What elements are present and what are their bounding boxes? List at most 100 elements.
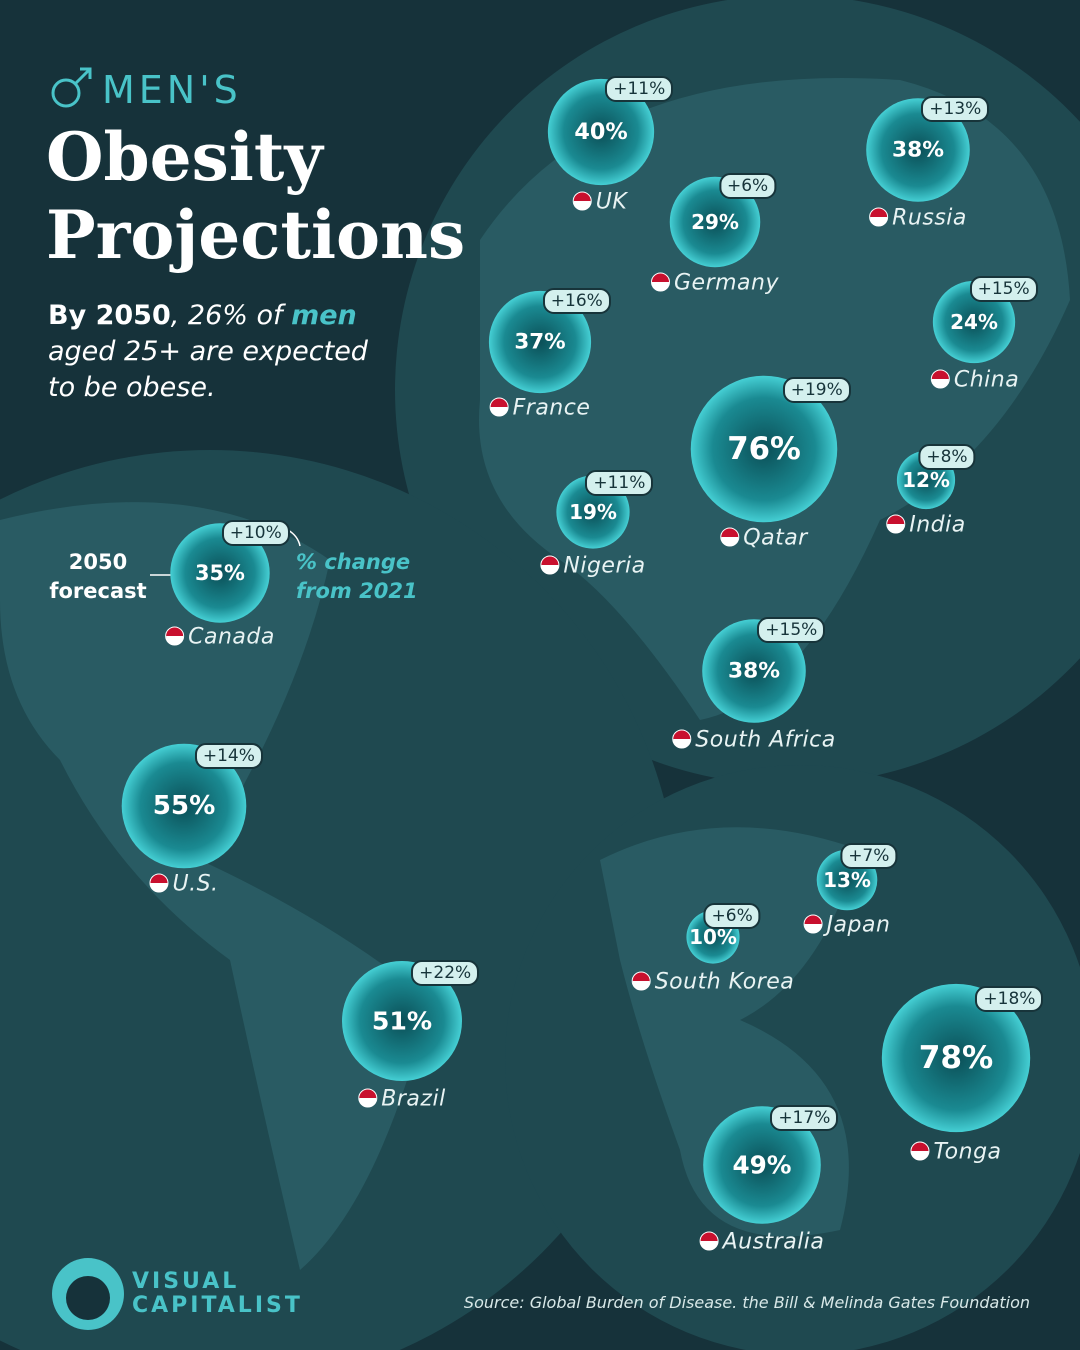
flag — [165, 626, 185, 646]
brand-line: CAPITALIST — [132, 1293, 303, 1318]
country-label: South Africa — [672, 728, 835, 753]
country-name: Tonga — [933, 1139, 1002, 1165]
flag — [672, 729, 692, 749]
change-pill: +13% — [921, 95, 990, 122]
bubble-value: 12% — [902, 468, 950, 492]
country-label: Japan — [803, 912, 891, 938]
bubble — [881, 983, 1031, 1133]
change-pill: +8% — [918, 443, 976, 470]
flag — [869, 207, 889, 227]
brand-line: VISUAL — [132, 1269, 240, 1294]
bubble-value: 51% — [371, 1006, 433, 1036]
subtitle-part: men — [291, 300, 357, 331]
bubble-value: 35% — [195, 561, 245, 585]
subtitle-part: , 26% of — [170, 300, 292, 331]
country-label: UK — [572, 189, 628, 215]
country-name: France — [512, 395, 591, 421]
legend-change: % change from 2021 — [296, 550, 418, 603]
change-pill: +22% — [411, 960, 480, 986]
country-label: Qatar — [720, 526, 807, 551]
bubble-value: 37% — [514, 329, 566, 355]
change-pill: +18% — [975, 985, 1044, 1012]
flag — [699, 1231, 719, 1251]
bubble — [342, 961, 462, 1081]
country-name: Nigeria — [563, 553, 646, 579]
flag — [650, 272, 670, 292]
bubble — [703, 1106, 821, 1224]
brand: VISUAL CAPITALIST — [132, 1270, 303, 1318]
bubble-value: 40% — [574, 119, 628, 145]
country-name: Russia — [892, 205, 967, 231]
country-label: China — [930, 368, 1019, 393]
bubble-value: 10% — [689, 925, 737, 949]
bubble-value: 38% — [727, 658, 781, 684]
bubble-value: 29% — [691, 210, 739, 234]
country-label: Nigeria — [540, 554, 645, 579]
change-pill: +14% — [194, 743, 263, 770]
change-pill: +7% — [840, 842, 898, 869]
country-name: India — [909, 512, 966, 538]
country-name: UK — [595, 189, 628, 215]
change-pill: +6% — [718, 172, 777, 199]
country-label: Germany — [650, 270, 780, 296]
flag — [803, 914, 823, 934]
subtitle-part: By 2050 — [48, 300, 171, 331]
change-pill: +17% — [770, 1104, 839, 1131]
bubble-value: 24% — [950, 310, 998, 334]
bubble — [547, 78, 655, 186]
bubble-value: 38% — [891, 137, 945, 163]
bubble-value: 78% — [918, 1040, 994, 1076]
country-name: Qatar — [743, 525, 808, 551]
flag — [910, 1141, 930, 1161]
flag — [149, 873, 169, 893]
country-label: U.S. — [149, 872, 218, 897]
male-icon — [51, 67, 92, 108]
country-name: Japan — [826, 912, 891, 938]
flag — [720, 527, 740, 547]
country-label: India — [886, 513, 966, 538]
flag — [886, 514, 906, 534]
bubble — [488, 290, 592, 394]
country-name: South Korea — [654, 969, 795, 995]
country-name: South Africa — [695, 727, 836, 753]
source: Source: Global Burden of Disease. the Bi… — [463, 1293, 1030, 1312]
bubble — [702, 619, 806, 723]
change-pill: +11% — [585, 469, 654, 496]
change-pill: +6% — [703, 902, 761, 929]
bubble — [690, 375, 838, 523]
country-label: South Korea — [631, 969, 795, 995]
country-name: Germany — [673, 270, 780, 296]
change-pill: +15% — [969, 276, 1038, 303]
bubble-value: 55% — [152, 791, 216, 821]
bubble-value: 19% — [569, 500, 617, 524]
bubble — [866, 98, 970, 202]
flag — [572, 191, 592, 211]
change-pill: +16% — [542, 288, 611, 315]
flag — [930, 369, 950, 389]
legend-forecast: 2050 forecast — [49, 550, 147, 603]
subtitle-part: aged 25+ are expected to be obese. — [48, 336, 368, 403]
bubble-value: 49% — [732, 1150, 792, 1180]
flag — [540, 555, 560, 575]
subtitle: By 2050, 26% of men aged 25+ are expecte… — [48, 298, 378, 406]
bubble-value: 76% — [727, 431, 801, 467]
country-label: Tonga — [910, 1140, 1001, 1165]
title: Obesity Projections — [46, 118, 466, 274]
bubble — [121, 743, 247, 869]
bubble — [170, 523, 270, 623]
country-label: Russia — [869, 206, 967, 231]
flag — [489, 397, 509, 417]
country-name: U.S. — [172, 871, 219, 897]
country-name: Australia — [722, 1229, 825, 1255]
flag — [631, 971, 651, 991]
logo-icon — [52, 1258, 124, 1330]
header: MEN'S — [102, 68, 242, 112]
change-pill: +10% — [221, 520, 290, 547]
country-label: Australia — [699, 1229, 825, 1255]
change-pill: +11% — [605, 76, 674, 103]
country-name: Canada — [188, 624, 275, 650]
country-label: France — [489, 395, 591, 421]
country-label: Canada — [165, 625, 275, 650]
